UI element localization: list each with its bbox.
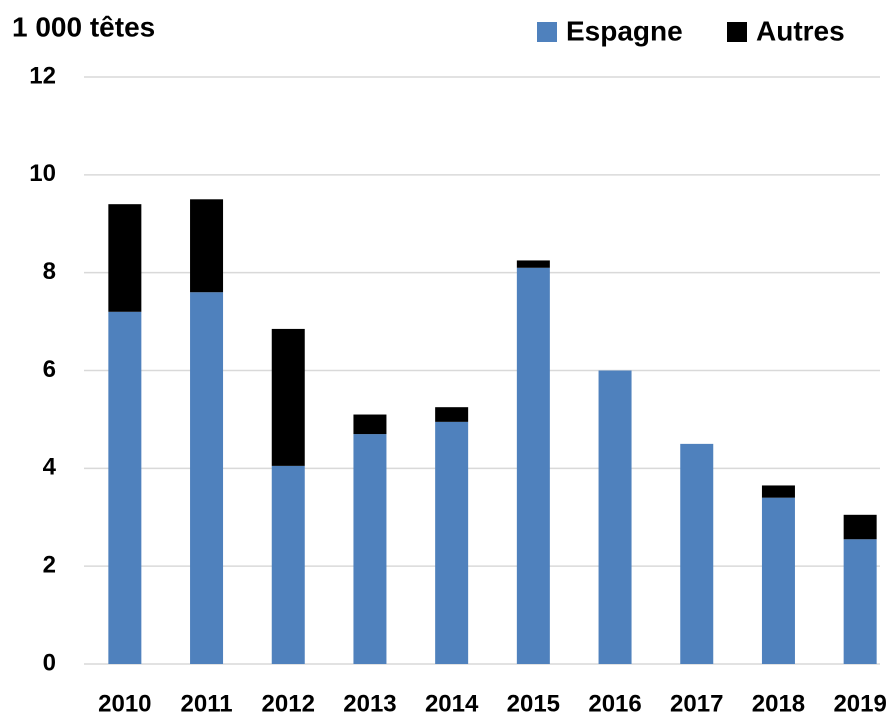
x-tick-label: 2012	[262, 690, 315, 717]
legend-label: Espagne	[566, 15, 683, 46]
x-tick-label: 2010	[98, 690, 151, 717]
y-tick-label: 10	[29, 160, 56, 187]
x-tick-label: 2011	[181, 690, 233, 717]
x-tick-label: 2018	[752, 690, 805, 717]
x-tick-label: 2015	[507, 690, 560, 717]
y-axis-label: 1 000 têtes	[12, 11, 155, 42]
bar-segment	[353, 414, 387, 435]
bar-segment	[108, 311, 142, 664]
bar-segment	[435, 407, 469, 422]
bar-segment	[435, 421, 469, 664]
x-tick-label: 2014	[425, 690, 479, 717]
y-tick-label: 6	[43, 356, 56, 383]
bar-segment	[761, 485, 795, 498]
bar-segment	[843, 514, 877, 540]
bar-segment	[598, 370, 632, 664]
legend-label: Autres	[756, 15, 845, 46]
bar-segment	[190, 292, 224, 664]
bar-segment	[271, 465, 305, 664]
bar-segment	[680, 443, 714, 664]
bar-segment	[516, 260, 550, 268]
x-tick-label: 2013	[343, 690, 396, 717]
legend-swatch	[727, 22, 747, 42]
x-tick-label: 2016	[588, 690, 641, 717]
bar-segment	[516, 267, 550, 664]
y-tick-label: 8	[43, 258, 56, 285]
bar-segment	[353, 434, 387, 664]
bar-segment	[190, 199, 224, 293]
bar-segment	[843, 539, 877, 664]
y-tick-label: 2	[43, 552, 56, 579]
x-tick-label: 2019	[833, 690, 886, 717]
y-tick-label: 0	[43, 649, 56, 676]
bar-segment	[761, 497, 795, 664]
legend-swatch	[537, 22, 557, 42]
y-tick-label: 12	[29, 62, 56, 89]
y-tick-label: 4	[43, 454, 57, 481]
x-tick-label: 2017	[670, 690, 723, 717]
bar-segment	[271, 328, 305, 466]
bar-segment	[108, 204, 142, 312]
